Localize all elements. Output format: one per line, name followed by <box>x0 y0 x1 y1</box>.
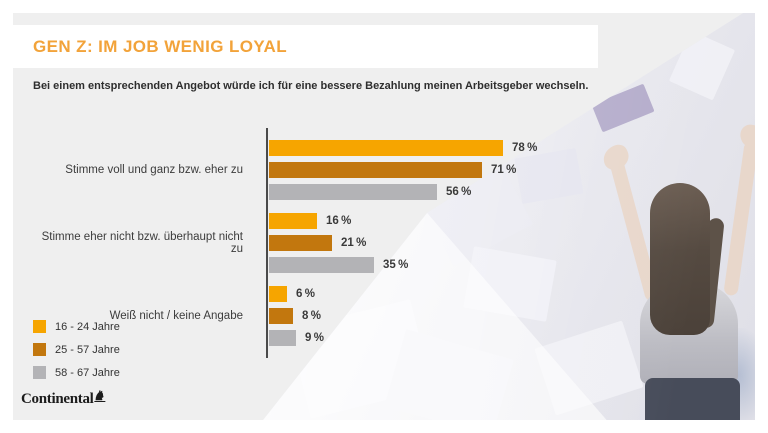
bar-value-label: 35 % <box>383 259 409 271</box>
bar-value-label: 78 % <box>512 142 538 154</box>
bar-row: 56 % <box>269 184 537 200</box>
chart-group: Stimme voll und ganz bzw. eher zu 78 % 71 … <box>33 140 593 200</box>
legend-swatch <box>33 343 46 356</box>
page-title: GEN Z: IM JOB WENIG LOYAL <box>33 37 287 56</box>
legend-item: 25 - 57 Jahre <box>33 343 120 356</box>
chart-legend: 16 - 24 Jahre 25 - 57 Jahre 58 - 67 Jahre <box>33 320 120 389</box>
bar-row: 8 % <box>269 308 324 324</box>
bar <box>269 162 482 178</box>
bar-row: 71 % <box>269 162 537 178</box>
bar <box>269 286 287 302</box>
bar-value-label: 56 % <box>446 186 472 198</box>
bar-value-label: 6 % <box>296 288 315 300</box>
bar-value-label: 16 % <box>326 215 352 227</box>
chart-group: Weiß nicht / keine Angabe 6 % 8 % 9 % <box>33 286 593 346</box>
content-panel: GEN Z: IM JOB WENIG LOYAL Bei einem ents… <box>13 13 755 420</box>
bar <box>269 140 503 156</box>
legend-label: 16 - 24 Jahre <box>55 320 120 333</box>
bar <box>269 184 437 200</box>
bar-row: 6 % <box>269 286 324 302</box>
chart-group: Stimme eher nicht bzw. überhaupt nicht z… <box>33 213 593 273</box>
bar-value-label: 71 % <box>491 164 517 176</box>
continental-logo-text: Continental <box>21 391 94 407</box>
bar-value-label: 21 % <box>341 237 367 249</box>
legend-label: 25 - 57 Jahre <box>55 343 120 356</box>
continental-logo: Continental♞ <box>21 388 105 408</box>
bar <box>269 330 296 346</box>
bar <box>269 213 317 229</box>
chart-groups: Stimme voll und ganz bzw. eher zu 78 % 71 … <box>33 140 593 346</box>
title-box: GEN Z: IM JOB WENIG LOYAL <box>13 25 598 68</box>
legend-item: 16 - 24 Jahre <box>33 320 120 333</box>
bar-row: 9 % <box>269 330 324 346</box>
legend-label: 58 - 67 Jahre <box>55 366 120 379</box>
bar <box>269 235 332 251</box>
category-label: Stimme eher nicht bzw. überhaupt nicht z… <box>41 231 243 255</box>
bar-chart: Stimme voll und ganz bzw. eher zu 78 % 71 … <box>33 128 593 360</box>
chart-question: Bei einem entsprechenden Angebot würde i… <box>33 80 589 92</box>
bar <box>269 257 374 273</box>
legend-swatch <box>33 366 46 379</box>
rearing-horse-icon: ♞ <box>93 388 105 403</box>
legend-item: 58 - 67 Jahre <box>33 366 120 379</box>
category-label: Weiß nicht / keine Angabe <box>109 310 243 322</box>
bar-value-label: 8 % <box>302 310 321 322</box>
bar-row: 21 % <box>269 235 408 251</box>
legend-swatch <box>33 320 46 333</box>
bar-row: 16 % <box>269 213 408 229</box>
chart-axis <box>266 128 268 358</box>
bar-row: 35 % <box>269 257 408 273</box>
bar-row: 78 % <box>269 140 537 156</box>
bar-value-label: 9 % <box>305 332 324 344</box>
bar <box>269 308 293 324</box>
category-label: Stimme voll und ganz bzw. eher zu <box>65 164 243 176</box>
